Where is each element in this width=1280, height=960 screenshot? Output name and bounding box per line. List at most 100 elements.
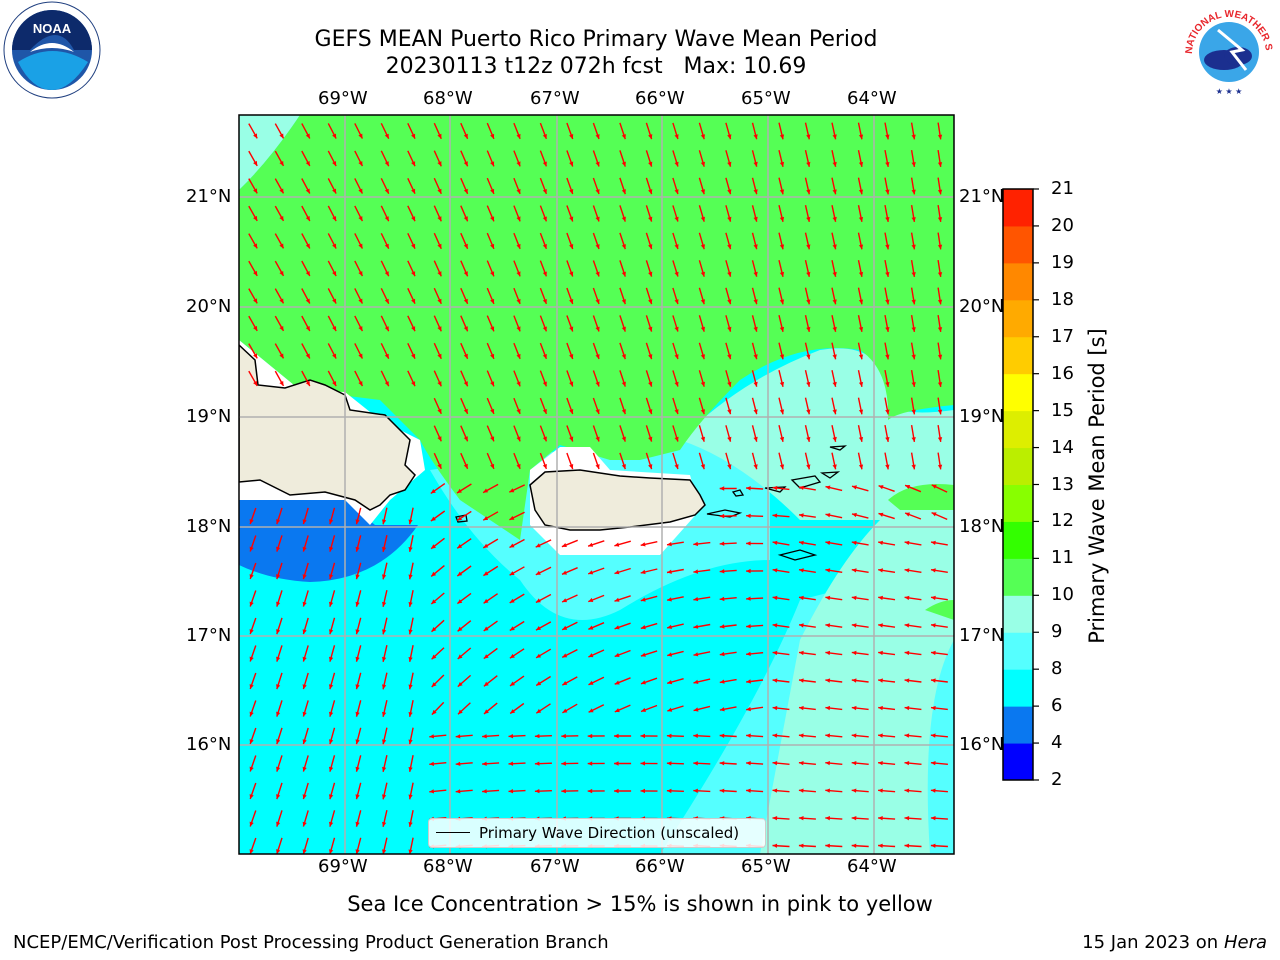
wave-arrow-head bbox=[253, 380, 258, 386]
wave-arrow-head bbox=[911, 162, 916, 167]
wave-arrow-head bbox=[904, 705, 910, 711]
wave-arrow-head bbox=[806, 189, 811, 195]
wave-arrow-head bbox=[329, 739, 334, 745]
wave-arrow-head bbox=[595, 464, 600, 469]
colorbar-tick-label: 9 bbox=[1051, 621, 1063, 643]
wave-arrow-head bbox=[772, 623, 778, 628]
wave-arrow-head bbox=[641, 707, 646, 712]
wave-arrow-head bbox=[542, 161, 547, 167]
wave-arrow-head bbox=[431, 709, 437, 715]
wave-arrow-head bbox=[746, 733, 751, 738]
wave-arrow-head bbox=[931, 484, 937, 489]
wave-arrow-head bbox=[279, 298, 284, 304]
wave-arrow-head bbox=[463, 271, 468, 277]
wave-arrow-head bbox=[302, 519, 307, 525]
wave-arrow-head bbox=[463, 133, 468, 139]
wave-arrow-head bbox=[851, 705, 857, 711]
wave-arrow-head bbox=[798, 816, 804, 821]
lat-tick-left: 19°N bbox=[186, 406, 232, 427]
lat-tick-left: 18°N bbox=[186, 516, 232, 537]
wave-arrow-head bbox=[931, 595, 936, 601]
wave-arrow-head bbox=[355, 684, 360, 690]
wave-arrow-head bbox=[931, 568, 936, 573]
wave-arrow-head bbox=[885, 189, 890, 195]
wave-arrow-head bbox=[431, 654, 437, 660]
wave-arrow-head bbox=[858, 162, 864, 167]
wave-arrow-head bbox=[779, 271, 785, 277]
wave-arrow-head bbox=[904, 678, 910, 683]
wave-arrow-head bbox=[536, 681, 542, 686]
wave-arrow-head bbox=[355, 519, 360, 525]
wave-arrow-head bbox=[693, 733, 698, 738]
wave-arrow-head bbox=[535, 543, 541, 548]
colorbar-tick-label: 11 bbox=[1051, 547, 1074, 569]
wave-arrow-head bbox=[562, 708, 568, 713]
wave-arrow-head bbox=[674, 436, 679, 442]
wave-arrow-head bbox=[832, 216, 837, 222]
wave-arrow-head bbox=[490, 188, 495, 194]
wave-arrow-head bbox=[640, 625, 646, 630]
lon-tick-top: 67°W bbox=[530, 88, 580, 109]
wave-arrow-head bbox=[798, 733, 804, 738]
wave-arrow-head bbox=[253, 270, 258, 276]
wave-arrow-head bbox=[484, 709, 489, 714]
wave-arrow-head bbox=[746, 486, 751, 491]
wave-arrow-head bbox=[666, 761, 672, 766]
wave-arrow-head bbox=[437, 271, 442, 277]
wave-arrow-head bbox=[276, 629, 281, 635]
wave-arrow-head bbox=[279, 381, 284, 386]
wave-arrow-head bbox=[753, 409, 758, 415]
wave-arrow-head bbox=[358, 133, 363, 139]
wave-arrow-head bbox=[490, 216, 495, 222]
wave-arrow-head bbox=[384, 243, 389, 249]
wave-arrow-head bbox=[276, 601, 281, 607]
wave-arrow-head bbox=[279, 326, 284, 331]
lon-tick-top: 68°W bbox=[423, 88, 473, 109]
wave-arrow-head bbox=[885, 272, 890, 277]
wave-arrow-head bbox=[911, 134, 916, 140]
wave-arrow-head bbox=[885, 464, 890, 470]
wave-arrow-head bbox=[727, 464, 732, 470]
wave-arrow-head bbox=[329, 546, 334, 552]
colorbar-tick-label: 14 bbox=[1051, 436, 1074, 458]
wave-arrow-head bbox=[457, 626, 463, 632]
wave-arrow-head bbox=[411, 216, 416, 222]
wave-arrow-head bbox=[382, 794, 387, 800]
colorbar-tick-label: 20 bbox=[1051, 214, 1074, 236]
wave-arrow-head bbox=[937, 382, 943, 387]
wave-arrow-head bbox=[640, 597, 646, 602]
wave-arrow-head bbox=[614, 542, 620, 547]
wave-arrow-head bbox=[700, 436, 705, 442]
footer-machine: Hera bbox=[1223, 932, 1267, 953]
wave-arrow-head bbox=[858, 189, 864, 195]
wave-arrow-head bbox=[536, 708, 542, 714]
wave-arrow-head bbox=[621, 299, 626, 305]
wave-arrow-head bbox=[253, 188, 258, 194]
wave-arrow-head bbox=[772, 650, 778, 656]
wave-arrow-head bbox=[536, 626, 541, 631]
wave-arrow-head bbox=[727, 436, 732, 442]
wave-arrow-head bbox=[437, 243, 442, 249]
wave-arrow-head bbox=[614, 708, 620, 713]
wave-arrow-head bbox=[483, 516, 489, 521]
wave-arrow-head bbox=[249, 574, 254, 579]
wave-arrow-head bbox=[719, 788, 725, 793]
period-band-10-11-east-patch bbox=[888, 484, 954, 510]
wave-arrow-head bbox=[937, 464, 943, 470]
wave-arrow-head bbox=[508, 789, 514, 794]
wave-arrow-head bbox=[587, 733, 593, 739]
wave-arrow-head bbox=[878, 705, 883, 711]
wave-arrow-head bbox=[911, 189, 916, 195]
wave-arrow-head bbox=[249, 629, 254, 634]
wave-arrow-head bbox=[905, 512, 910, 517]
wave-arrow-head bbox=[667, 597, 672, 602]
wave-arrow-head bbox=[885, 162, 890, 167]
wave-arrow-head bbox=[457, 599, 463, 604]
colorbar-segment bbox=[1003, 373, 1033, 412]
wave-arrow-head bbox=[490, 436, 495, 442]
wave-arrow-head bbox=[937, 162, 943, 167]
wave-arrow-head bbox=[700, 271, 705, 277]
wave-arrow-head bbox=[719, 596, 725, 602]
wave-arrow-head bbox=[542, 381, 547, 387]
wave-arrow-head bbox=[858, 272, 864, 277]
